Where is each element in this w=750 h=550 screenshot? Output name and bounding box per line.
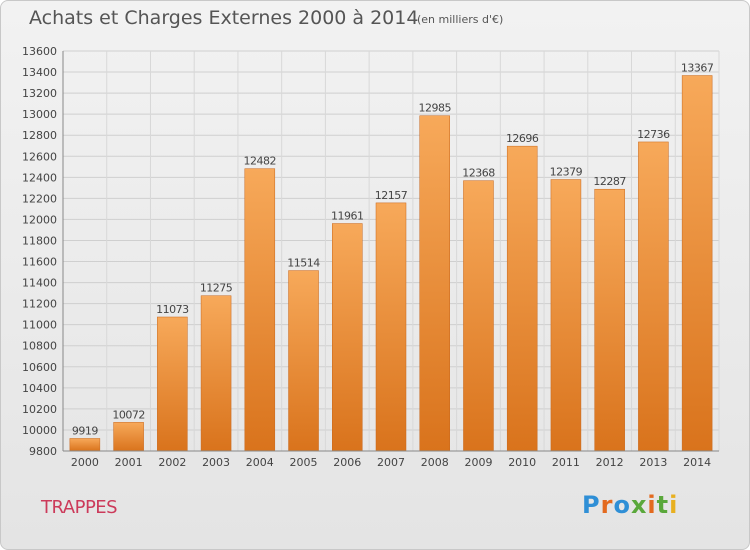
y-tick-label: 11000 bbox=[22, 319, 57, 332]
logo-letter: r bbox=[600, 491, 614, 519]
y-tick-label: 10800 bbox=[22, 340, 57, 353]
y-tick-label: 13400 bbox=[22, 66, 57, 79]
x-tick-label: 2005 bbox=[290, 456, 318, 469]
x-tick-label: 2012 bbox=[596, 456, 624, 469]
y-tick-label: 10200 bbox=[22, 403, 57, 416]
y-tick-label: 12600 bbox=[22, 150, 57, 163]
logo-letter: P bbox=[582, 491, 601, 519]
bar-2007 bbox=[375, 202, 407, 452]
logo-letter: i bbox=[669, 491, 679, 519]
x-tick-label: 2011 bbox=[552, 456, 580, 469]
y-tick-label: 10000 bbox=[22, 424, 57, 437]
bar-value-label: 11275 bbox=[200, 282, 233, 295]
x-tick-label: 2002 bbox=[158, 456, 186, 469]
bar-value-label: 12736 bbox=[637, 128, 670, 141]
x-tick-label: 2006 bbox=[333, 456, 361, 469]
bar-value-label: 12157 bbox=[375, 189, 408, 202]
x-tick-label: 2013 bbox=[639, 456, 667, 469]
bar-2010 bbox=[506, 145, 538, 452]
bar-value-label: 13367 bbox=[681, 62, 714, 75]
bar-2008 bbox=[419, 115, 450, 452]
commune-name: TRAPPES bbox=[41, 497, 118, 518]
y-tick-label: 10400 bbox=[22, 382, 57, 395]
x-tick-label: 2009 bbox=[464, 456, 492, 469]
bar-2014 bbox=[681, 75, 713, 452]
x-tick-label: 2004 bbox=[246, 456, 274, 469]
bar-2002 bbox=[157, 316, 188, 452]
bar-2001 bbox=[113, 422, 144, 452]
bar-2003 bbox=[200, 295, 232, 452]
y-tick-label: 12200 bbox=[22, 192, 57, 205]
bar-value-label: 10072 bbox=[112, 408, 145, 421]
bar-2011 bbox=[550, 179, 582, 452]
y-tick-label: 12800 bbox=[22, 129, 57, 142]
x-tick-label: 2007 bbox=[377, 456, 405, 469]
bar-value-label: 12379 bbox=[550, 166, 583, 179]
bar-value-label: 9919 bbox=[72, 424, 98, 437]
y-tick-label: 13200 bbox=[22, 87, 57, 100]
bar-value-label: 12482 bbox=[244, 155, 277, 168]
x-tick-label: 2003 bbox=[202, 456, 230, 469]
bar-value-label: 12985 bbox=[418, 102, 451, 115]
y-tick-label: 12400 bbox=[22, 171, 57, 184]
bar-value-label: 12287 bbox=[593, 175, 626, 188]
y-tick-label: 9800 bbox=[29, 445, 57, 458]
bar-2012 bbox=[594, 188, 625, 452]
logo-letter: x bbox=[630, 491, 648, 519]
y-tick-label: 11800 bbox=[22, 234, 57, 247]
y-tick-label: 13600 bbox=[22, 45, 57, 58]
bar-2009 bbox=[463, 180, 494, 452]
y-tick-label: 11600 bbox=[22, 256, 57, 269]
bar-2013 bbox=[638, 141, 669, 452]
logo-letter: t bbox=[656, 491, 670, 519]
y-tick-label: 13000 bbox=[22, 108, 57, 121]
chart-subtitle: (en milliers d'€) bbox=[417, 13, 504, 26]
bar-value-label: 12696 bbox=[506, 132, 539, 145]
chart-title: Achats et Charges Externes 2000 à 2014 bbox=[29, 7, 419, 29]
y-tick-label: 11400 bbox=[22, 277, 57, 290]
logo-letter: i bbox=[647, 491, 657, 519]
x-tick-label: 2000 bbox=[71, 456, 99, 469]
y-tick-label: 12000 bbox=[22, 213, 57, 226]
bar-2000 bbox=[69, 438, 101, 452]
bar-value-label: 12368 bbox=[462, 167, 495, 180]
bar-2004 bbox=[244, 168, 276, 452]
x-tick-label: 2010 bbox=[508, 456, 536, 469]
x-tick-label: 2008 bbox=[421, 456, 449, 469]
proxiti-logo: Proxiti bbox=[582, 491, 678, 519]
bar-value-label: 11073 bbox=[156, 303, 189, 316]
bar-value-label: 11514 bbox=[287, 257, 320, 270]
y-tick-label: 11200 bbox=[22, 298, 57, 311]
y-tick-label: 10600 bbox=[22, 361, 57, 374]
x-tick-label: 2001 bbox=[115, 456, 143, 469]
x-tick-label: 2014 bbox=[683, 456, 711, 469]
logo-letter: o bbox=[613, 491, 631, 519]
bar-2005 bbox=[288, 270, 319, 452]
bar-value-label: 11961 bbox=[331, 210, 364, 223]
bar-2006 bbox=[332, 223, 363, 452]
